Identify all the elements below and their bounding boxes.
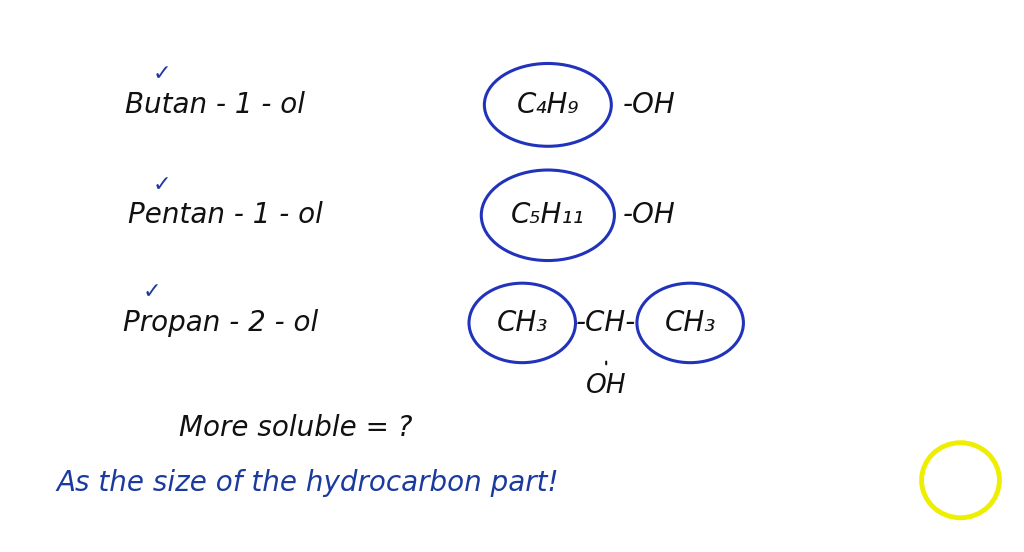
Text: Pentan - 1 - ol: Pentan - 1 - ol [128,201,323,229]
Text: C₅H₁₁: C₅H₁₁ [511,201,585,229]
Text: -CH-: -CH- [577,309,636,337]
Text: ✓: ✓ [142,283,161,302]
Text: -OH: -OH [623,91,676,119]
Text: ✓: ✓ [153,65,171,84]
Text: As the size of the hydrocarbon part!: As the size of the hydrocarbon part! [56,469,559,497]
Text: More soluble = ?: More soluble = ? [179,414,413,442]
Text: OH: OH [586,373,627,400]
Text: ✓: ✓ [153,175,171,195]
Text: Butan - 1 - ol: Butan - 1 - ol [125,91,305,119]
Text: CH₃: CH₃ [497,309,548,337]
Text: -OH: -OH [623,201,676,229]
Text: Propan - 2 - ol: Propan - 2 - ol [123,309,317,337]
Text: CH₃: CH₃ [665,309,716,337]
Text: C₄H₉: C₄H₉ [516,91,580,119]
